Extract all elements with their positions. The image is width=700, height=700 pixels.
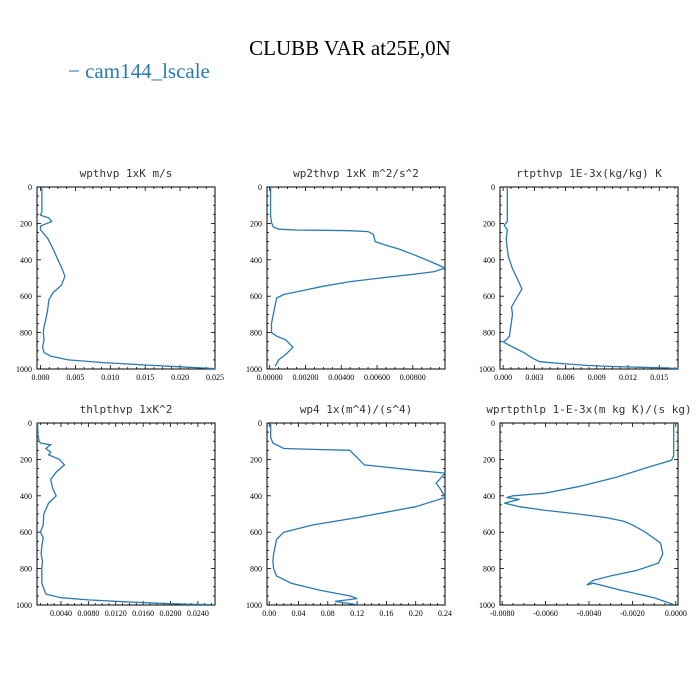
- x-tick-label: 0.003: [525, 373, 543, 382]
- x-tick-label: 0.009: [588, 373, 606, 382]
- x-tick-label: 0.000: [31, 373, 49, 382]
- y-tick-label: 400: [20, 492, 32, 501]
- x-tick-label: 0.015: [136, 373, 154, 382]
- plot-frame: [266, 186, 446, 370]
- panel-title: rtpthvp 1E-3x(kg/kg) K: [516, 167, 662, 180]
- panel-title: thlpthvp 1xK^2: [80, 403, 173, 416]
- y-tick-label: 200: [20, 219, 32, 228]
- panel-thlpthvp: thlpthvp 1xK^2 0 200 400 600 800 1000 0.0040 0.0…: [16, 403, 216, 618]
- x-tick-label: 0.005: [66, 373, 84, 382]
- plot-frame: [499, 422, 679, 606]
- y-tick-label: 800: [483, 329, 495, 338]
- y-tick-label: 600: [250, 528, 262, 537]
- panel-title: wp4 1x(m^4)/(s^4): [300, 403, 413, 416]
- y-tick-label: 600: [20, 292, 32, 301]
- plot-frame: [36, 422, 216, 606]
- x-tick-label: 0.0200: [160, 609, 182, 618]
- y-tick-label: 200: [20, 455, 32, 464]
- y-tick-label: 1000: [246, 365, 262, 374]
- series-line: [39, 187, 215, 369]
- x-tick-label: 0.020: [171, 373, 189, 382]
- plot-frame: [499, 186, 679, 370]
- y-tick-label: 200: [250, 455, 262, 464]
- plot-frame: [266, 422, 446, 606]
- x-tick-label: 0.04: [291, 609, 305, 618]
- series-line: [37, 423, 212, 605]
- series-line: [270, 423, 445, 605]
- y-tick-label: 800: [250, 565, 262, 574]
- x-tick-label: 0.00800: [400, 373, 426, 382]
- panel-wp2thvp: wp2thvp 1xK m^2/s^2020040060080010000.00…: [246, 167, 446, 382]
- y-tick-label: 0: [258, 183, 262, 192]
- x-tick-label: 0.012: [619, 373, 637, 382]
- x-tick-label: 0.00: [262, 609, 276, 618]
- y-tick-label: 600: [483, 528, 495, 537]
- x-tick-label: 0.015: [650, 373, 668, 382]
- y-tick-label: 400: [250, 256, 262, 265]
- x-tick-label: 0.08: [321, 609, 335, 618]
- x-tick-label: 0.12: [350, 609, 364, 618]
- y-tick-label: 1000: [479, 365, 495, 374]
- series-line: [501, 187, 678, 369]
- panel-wprtpthlp: wprtpthlp 1-E-3x(m kg K)/(s kg) 0 200 400 60…: [479, 403, 692, 618]
- x-tick-label: 0.0040: [50, 609, 72, 618]
- y-tick-label: 600: [483, 292, 495, 301]
- y-tick-label: 800: [20, 329, 32, 338]
- x-tick-label: 0.00200: [292, 373, 318, 382]
- x-tick-label: -0.0060: [533, 609, 558, 618]
- series-line: [269, 187, 445, 367]
- y-tick-label: 400: [483, 492, 495, 501]
- panel-title: wprtpthlp 1-E-3x(m kg K)/(s kg): [486, 403, 691, 416]
- y-tick-label: 1000: [16, 365, 32, 374]
- y-tick-label: 800: [20, 565, 32, 574]
- y-tick-label: 1000: [479, 601, 495, 610]
- y-tick-label: 0: [28, 183, 32, 192]
- x-tick-label: 0.010: [101, 373, 119, 382]
- x-tick-label: -0.0040: [577, 609, 602, 618]
- x-tick-label: 0.20: [409, 609, 423, 618]
- x-tick-label: 0.00400: [328, 373, 354, 382]
- figure-title: CLUBB VAR at25E,0N: [249, 36, 451, 60]
- y-tick-label: 800: [483, 565, 495, 574]
- y-tick-label: 600: [20, 528, 32, 537]
- y-tick-label: 0: [491, 419, 495, 428]
- x-tick-label: -0.0020: [620, 609, 645, 618]
- y-tick-label: 800: [250, 329, 262, 338]
- y-tick-label: 0: [258, 419, 262, 428]
- y-tick-label: 600: [250, 292, 262, 301]
- y-tick-label: 400: [20, 256, 32, 265]
- x-tick-label: 0.00000: [257, 373, 283, 382]
- y-tick-label: 0: [491, 183, 495, 192]
- x-tick-label: 0.24: [438, 609, 452, 618]
- y-tick-label: 0: [28, 419, 32, 428]
- x-tick-label: 0.00600: [364, 373, 390, 382]
- y-tick-label: 1000: [246, 601, 262, 610]
- series-line: [504, 423, 675, 605]
- panel-title: wp2thvp 1xK m^2/s^2: [293, 167, 419, 180]
- y-tick-label: 400: [250, 492, 262, 501]
- x-tick-label: 0.16: [379, 609, 393, 618]
- x-tick-label: 0.0120: [105, 609, 127, 618]
- x-tick-label: 0.0080: [77, 609, 99, 618]
- y-tick-label: 1000: [16, 601, 32, 610]
- legend-entry: − cam144_lscale: [68, 59, 210, 83]
- y-tick-label: 200: [250, 219, 262, 228]
- x-tick-label: 0.0160: [132, 609, 154, 618]
- x-tick-label: -0.0080: [490, 609, 515, 618]
- x-tick-label: 0.006: [557, 373, 575, 382]
- panel-rtpthvp: rtpthvp 1E-3x(kg/kg) K020040060080010000…: [479, 167, 679, 382]
- x-tick-label: 0.0240: [187, 609, 209, 618]
- x-tick-label: 0.000: [494, 373, 512, 382]
- y-tick-label: 200: [483, 455, 495, 464]
- y-tick-label: 200: [483, 219, 495, 228]
- x-tick-label: 0.025: [206, 373, 224, 382]
- x-tick-label: 0.0000: [665, 609, 687, 618]
- y-tick-label: 400: [483, 256, 495, 265]
- panel-title: wpthvp 1xK m/s: [80, 167, 173, 180]
